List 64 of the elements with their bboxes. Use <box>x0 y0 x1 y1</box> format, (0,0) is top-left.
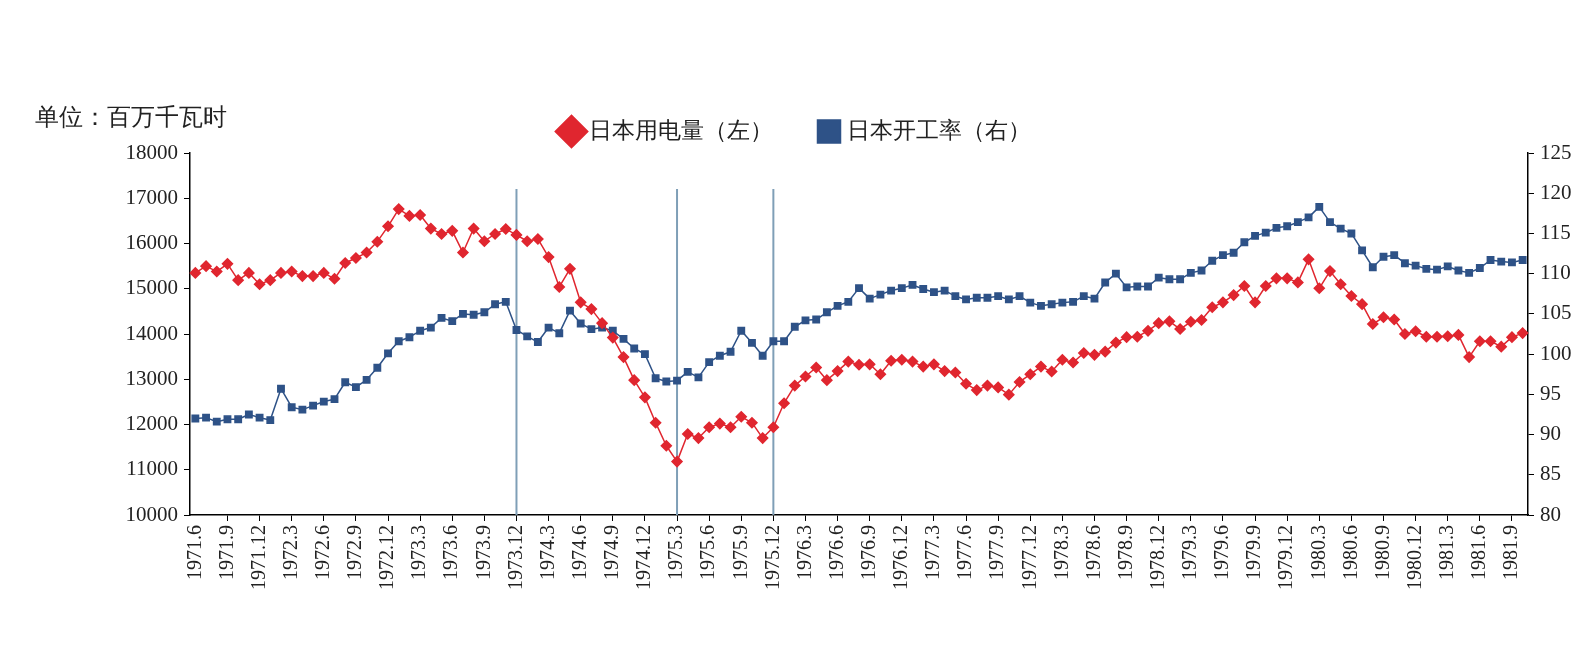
x-tick-label: 1979.12 <box>1274 525 1297 590</box>
legend-label: 日本开工率（右） <box>846 117 1031 143</box>
y2-tick-label: 80 <box>1540 501 1561 526</box>
y2-tick-label: 85 <box>1540 461 1561 486</box>
x-tick-label: 1975.12 <box>760 525 783 590</box>
x-tick-label: 1976.6 <box>824 525 847 580</box>
x-tick-label: 1980.9 <box>1370 525 1393 580</box>
y2-tick-label: 115 <box>1540 219 1571 244</box>
y-tick-label: 13000 <box>125 365 178 390</box>
x-tick-label: 1979.3 <box>1178 525 1201 580</box>
x-tick-label: 1973.9 <box>471 525 494 580</box>
x-tick-label: 1975.6 <box>696 525 719 580</box>
y2-tick-label: 95 <box>1540 380 1561 405</box>
x-tick-label: 1977.12 <box>1017 525 1040 590</box>
x-tick-label: 1971.9 <box>214 525 237 580</box>
x-tick-label: 1976.12 <box>889 525 912 590</box>
x-tick-label: 1978.12 <box>1145 525 1168 590</box>
y-tick-label: 16000 <box>125 230 178 255</box>
x-tick-label: 1978.9 <box>1113 525 1136 580</box>
x-tick-label: 1977.3 <box>921 525 944 580</box>
x-tick-label: 1975.9 <box>728 525 751 580</box>
x-tick-label: 1980.12 <box>1402 525 1425 590</box>
y-tick-label: 15000 <box>125 275 178 300</box>
y2-tick-label: 105 <box>1540 300 1572 325</box>
x-tick-label: 1974.6 <box>567 525 590 580</box>
y-tick-label: 12000 <box>125 411 178 436</box>
y2-tick-label: 100 <box>1540 340 1572 365</box>
x-tick-label: 1980.3 <box>1306 525 1329 580</box>
x-tick-label: 1981.6 <box>1467 525 1490 580</box>
x-tick-label: 1975.3 <box>664 525 687 580</box>
x-tick-label: 1971.6 <box>182 525 205 580</box>
x-tick-label: 1972.3 <box>278 525 301 580</box>
x-tick-label: 1972.6 <box>311 525 334 580</box>
x-tick-label: 1973.12 <box>503 525 526 590</box>
y2-tick-label: 110 <box>1540 260 1571 285</box>
x-tick-label: 1978.3 <box>1049 525 1072 580</box>
x-tick-label: 1974.12 <box>632 525 655 590</box>
x-tick-label: 1981.9 <box>1499 525 1522 580</box>
x-tick-label: 1979.9 <box>1242 525 1265 580</box>
x-tick-label: 1981.3 <box>1434 525 1457 580</box>
x-tick-label: 1972.9 <box>343 525 366 580</box>
x-tick-label: 1979.6 <box>1210 525 1233 580</box>
x-tick-label: 1974.9 <box>600 525 623 580</box>
x-tick-label: 1973.6 <box>439 525 462 580</box>
y-tick-label: 14000 <box>125 320 178 345</box>
x-tick-label: 1977.6 <box>953 525 976 580</box>
x-tick-label: 1974.3 <box>535 525 558 580</box>
x-tick-label: 1976.9 <box>856 525 879 580</box>
y-tick-label: 17000 <box>125 184 178 209</box>
legend-label: 日本用电量（左） <box>589 117 773 143</box>
x-tick-label: 1977.9 <box>985 525 1008 580</box>
y-axis-title: 单位：百万千瓦时 <box>35 104 227 130</box>
x-tick-label: 1973.3 <box>407 525 430 580</box>
y-tick-label: 18000 <box>125 139 178 164</box>
x-tick-label: 1976.3 <box>792 525 815 580</box>
x-tick-label: 1978.6 <box>1081 525 1104 580</box>
y2-tick-label: 120 <box>1540 179 1572 204</box>
x-tick-label: 1971.12 <box>246 525 269 590</box>
y-tick-label: 11000 <box>126 456 178 481</box>
y2-tick-label: 90 <box>1540 421 1561 446</box>
x-tick-label: 1972.12 <box>375 525 398 590</box>
y2-tick-label: 125 <box>1540 139 1572 164</box>
x-tick-label: 1980.6 <box>1338 525 1361 580</box>
y-tick-label: 10000 <box>125 501 178 526</box>
